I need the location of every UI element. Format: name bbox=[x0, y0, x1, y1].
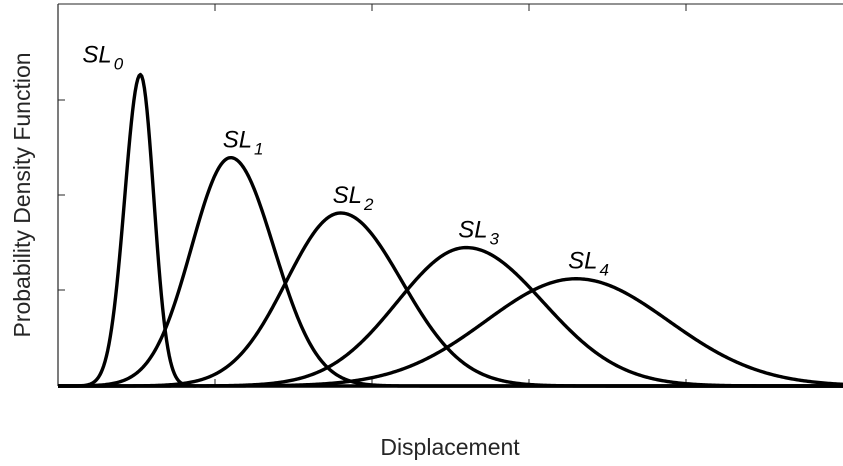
series-label-sl2: SL 2 bbox=[333, 182, 374, 214]
series-label-sl0: SL 0 bbox=[82, 42, 123, 74]
series-line-sl4 bbox=[57, 277, 843, 388]
series-line-sl0 bbox=[57, 72, 843, 388]
series-line-sl3 bbox=[57, 245, 843, 388]
series-label-sl3: SL 3 bbox=[458, 217, 499, 249]
series-label-sl4: SL 4 bbox=[568, 248, 609, 280]
y-axis-label: Probability Density Function bbox=[9, 52, 35, 337]
x-axis-label: Displacement bbox=[380, 434, 520, 460]
axes bbox=[57, 3, 843, 387]
series-labels: SL 0 SL 1 SL 2 SL 3 SL 4 bbox=[82, 42, 609, 280]
series-curves bbox=[57, 72, 843, 388]
series-label-sl1: SL 1 bbox=[223, 127, 264, 159]
